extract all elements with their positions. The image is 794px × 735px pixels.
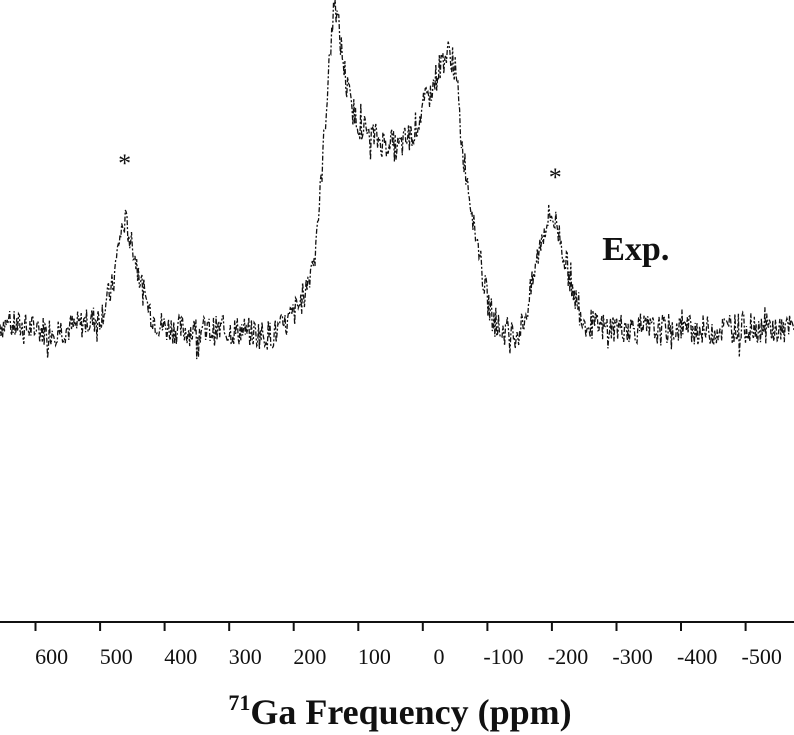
x-axis-label-superscript: 71 bbox=[228, 690, 250, 715]
x-tick-label: 600 bbox=[35, 644, 68, 669]
annotations: * * Exp. bbox=[118, 149, 669, 268]
experimental-label: Exp. bbox=[602, 231, 669, 268]
x-axis-label: 71Ga Frequency (ppm) bbox=[228, 690, 571, 732]
spectrum-series bbox=[0, 0, 794, 360]
spectrum-line-0 bbox=[0, 0, 794, 360]
x-tick-label: 200 bbox=[293, 644, 326, 669]
x-tick-label: -200 bbox=[548, 644, 588, 669]
x-tick-label: 500 bbox=[100, 644, 133, 669]
x-axis-ticks: 600 500 400 300 200 100 0 -100 -200 -300 -400 -500 bbox=[34, 622, 782, 669]
x-tick-label: -500 bbox=[742, 644, 782, 669]
x-tick-label: 400 bbox=[164, 644, 197, 669]
x-tick-label: -400 bbox=[677, 644, 717, 669]
x-axis-label-main: Ga Frequency (ppm) bbox=[250, 692, 571, 732]
x-tick-label: 0 bbox=[434, 644, 445, 669]
x-tick-label: 300 bbox=[229, 644, 262, 669]
spinning-sideband-asterisk: * bbox=[549, 163, 562, 192]
spinning-sideband-asterisk: * bbox=[118, 149, 131, 178]
x-tick-label: 100 bbox=[358, 644, 391, 669]
x-tick-label: -300 bbox=[612, 644, 652, 669]
x-tick-label: -100 bbox=[483, 644, 523, 669]
